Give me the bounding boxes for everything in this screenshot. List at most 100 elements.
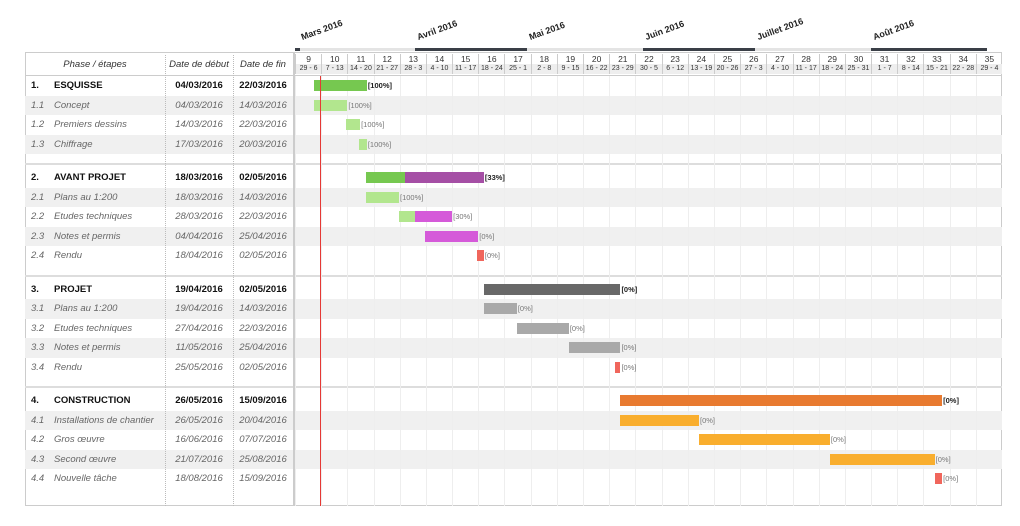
week-number: 27	[766, 54, 792, 64]
row-name: Rendu	[54, 361, 82, 373]
task-row[interactable]: 3.3 Notes et permis 11/05/2016 25/04/2016	[25, 338, 1002, 358]
week-gridline	[452, 76, 454, 506]
week-number: 22	[635, 54, 661, 64]
row-number: 4.1	[31, 414, 45, 426]
progress-label: [0%]	[621, 343, 637, 353]
row-end-date: 15/09/2016	[239, 395, 287, 407]
task-bar-remaining[interactable]	[414, 211, 453, 223]
task-bar-done[interactable]	[313, 99, 348, 111]
row-name: AVANT PROJET	[54, 172, 126, 184]
row-name: Rendu	[54, 250, 82, 262]
task-row[interactable]: 1.3 Chiffrage 17/03/2016 20/03/2016	[25, 134, 1002, 155]
week-number: 34	[949, 54, 976, 64]
task-row[interactable]: 2.4 Rendu 18/04/2016 02/05/2016	[25, 246, 1002, 266]
row-name: Etudes techniques	[54, 211, 133, 223]
task-bar-remaining[interactable]	[483, 303, 517, 315]
progress-label: [100%]	[399, 192, 424, 202]
task-row[interactable]: 3.2 Etudes techniques 27/04/2016 22/03/2016	[25, 319, 1002, 339]
task-bar-remaining[interactable]	[699, 434, 830, 446]
task-bar-remaining[interactable]	[620, 414, 699, 426]
task-bar-remaining[interactable]	[568, 342, 621, 354]
progress-label: [100%]	[367, 81, 392, 91]
week-dates: 16 - 22	[583, 64, 610, 74]
progress-label: [0%]	[935, 454, 951, 464]
row-number: 2.3	[31, 230, 45, 242]
row-name: Installations de chantier	[54, 414, 154, 426]
phase-row[interactable]: 4. CONSTRUCTION 26/05/2016 15/09/2016	[25, 391, 1002, 411]
phase-row[interactable]: 3. PROJET 19/04/2016 02/05/2016	[25, 280, 1002, 300]
week-gridline	[713, 76, 715, 506]
week-dates: 29 - 4	[975, 64, 1002, 74]
task-bar-done[interactable]	[345, 119, 361, 131]
row-number: 3.3	[31, 342, 45, 354]
month-band	[642, 48, 756, 51]
task-row[interactable]: 4.4 Nouvelle tâche 18/08/2016 15/09/2016	[25, 469, 1002, 489]
phase-bar-remaining[interactable]	[404, 172, 484, 184]
week-number: 24	[687, 54, 714, 64]
task-bar-remaining[interactable]	[516, 322, 569, 334]
row-start-date: 25/05/2016	[175, 361, 223, 373]
row-start-date: 16/06/2016	[175, 434, 223, 446]
week-gridline	[687, 76, 689, 506]
task-bar-done[interactable]	[358, 138, 367, 150]
month-band	[755, 48, 872, 51]
row-name: Gros œuvre	[54, 434, 105, 446]
week-number: 14	[425, 54, 452, 64]
week-gridline	[766, 76, 768, 506]
row-end-date: 20/03/2016	[239, 138, 287, 150]
phase-bar-done[interactable]	[313, 80, 367, 92]
task-row[interactable]: 1.2 Premiers dessins 14/03/2016 22/03/2016	[25, 115, 1002, 135]
week-gridline	[818, 76, 820, 506]
task-row[interactable]: 2.1 Plans au 1:200 18/03/2016 14/03/2016	[25, 187, 1002, 208]
week-dates: 11 - 17	[452, 64, 479, 74]
task-bar-done[interactable]	[366, 191, 399, 203]
table-border	[25, 52, 1002, 506]
week-gridline	[321, 76, 323, 506]
week-number: 13	[399, 54, 426, 64]
task-bar-remaining[interactable]	[829, 453, 935, 465]
task-row[interactable]: 2.2 Etudes techniques 28/03/2016 22/03/2016	[25, 207, 1002, 227]
week-dates: 2 - 8	[530, 64, 557, 74]
week-gridline	[373, 76, 375, 506]
phase-bar-remaining[interactable]	[483, 283, 621, 295]
week-dates: 4 - 10	[766, 64, 793, 74]
phase-bar-remaining[interactable]	[620, 395, 943, 407]
week-gridline	[661, 76, 663, 506]
week-dates: 7 - 13	[321, 64, 348, 74]
row-number: 1.1	[31, 99, 45, 111]
phase-row[interactable]: 1. ESQUISSE 04/03/2016 22/03/2016	[25, 76, 1002, 96]
month-label: Août 2016	[871, 17, 916, 42]
row-end-date: 22/03/2016	[239, 322, 287, 334]
week-number: 25	[713, 54, 740, 64]
task-row[interactable]: 4.1 Installations de chantier 26/05/2016 20…	[25, 410, 1002, 431]
task-bar-remaining[interactable]	[424, 230, 479, 242]
task-bar-remaining[interactable]	[476, 250, 484, 262]
task-row[interactable]: 4.3 Second œuvre 21/07/2016 25/08/2016	[25, 449, 1002, 470]
phase-row[interactable]: 2. AVANT PROJET 18/03/2016 02/05/2016	[25, 168, 1002, 188]
week-gridline	[949, 76, 951, 506]
week-dates: 29 - 6	[295, 64, 322, 74]
week-gridline	[897, 76, 899, 506]
task-bar-remaining[interactable]	[614, 361, 621, 373]
month-label: Mai 2016	[527, 19, 567, 42]
month-band	[526, 48, 643, 51]
task-bar-remaining[interactable]	[934, 473, 943, 485]
week-dates: 1 - 7	[871, 64, 898, 74]
row-end-date: 02/05/2016	[239, 361, 287, 373]
task-row[interactable]: 2.3 Notes et permis 04/04/2016 25/04/2016	[25, 226, 1002, 247]
task-row[interactable]: 3.4 Rendu 25/05/2016 02/05/2016	[25, 358, 1002, 378]
week-dates: 4 - 10	[425, 64, 453, 74]
task-row[interactable]: 1.1 Concept 04/03/2016 14/03/2016	[25, 95, 1002, 116]
row-end-date: 22/03/2016	[239, 80, 287, 92]
row-name: Second œuvre	[54, 453, 117, 465]
row-name: Concept	[54, 99, 90, 111]
week-dates: 14 - 20	[347, 64, 374, 74]
task-bar-done[interactable]	[398, 211, 415, 223]
task-row[interactable]: 4.2 Gros œuvre 16/06/2016 07/07/2016	[25, 430, 1002, 450]
week-dates: 23 - 29	[609, 64, 636, 74]
phase-bar-done[interactable]	[366, 172, 405, 184]
row-name: PROJET	[54, 283, 93, 295]
progress-label: [100%]	[348, 100, 372, 110]
group-separator	[25, 163, 1002, 166]
